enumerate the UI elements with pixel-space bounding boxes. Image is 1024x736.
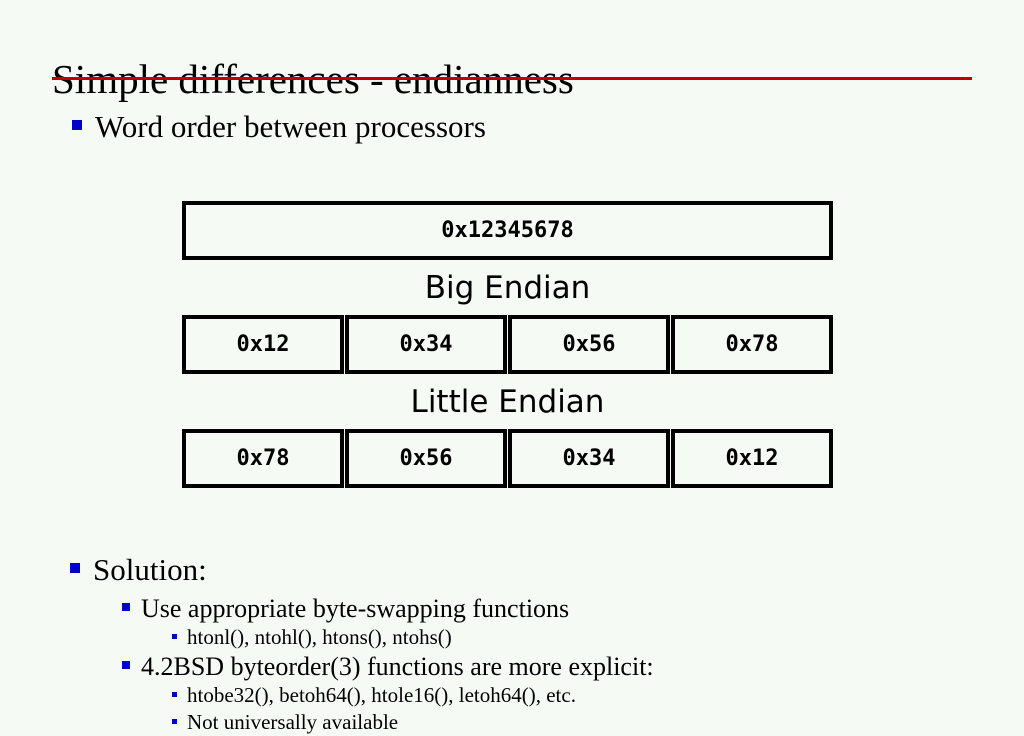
bullet-solution-a-label: Use appropriate byte-swapping functions: [141, 594, 570, 623]
title-underline-rule: [52, 77, 972, 80]
byte-cell-value: 0x12: [236, 332, 290, 357]
square-bullet-icon: [172, 634, 177, 639]
square-bullet-icon: [122, 603, 130, 611]
byte-cell-value: 0x12: [725, 446, 779, 471]
bullet-solution-b-2: Not universally available: [172, 709, 398, 736]
bullet-word-order-label: Word order between processors: [95, 109, 486, 144]
byte-cell-value: 0x34: [562, 446, 616, 471]
word-value-box: 0x12345678: [182, 201, 833, 260]
square-bullet-icon: [122, 661, 130, 669]
big-endian-byte-row: 0x12 0x34 0x56 0x78: [182, 315, 833, 374]
little-endian-label: Little Endian: [410, 384, 605, 420]
bullet-solution-a-1: htonl(), ntohl(), htons(), ntohs(): [172, 624, 452, 651]
bullet-solution-a: Use appropriate byte-swapping functions: [122, 593, 569, 625]
byte-cell-value: 0x78: [236, 446, 290, 471]
square-bullet-icon: [70, 563, 80, 573]
bullet-solution-a-1-label: htonl(), ntohl(), htons(), ntohs(): [187, 625, 452, 649]
byte-cell-value: 0x56: [562, 332, 616, 357]
bullet-word-order: Word order between processors: [72, 108, 486, 146]
bullet-solution-b-label: 4.2BSD byteorder(3) functions are more e…: [141, 652, 654, 681]
bullet-solution: Solution:: [70, 551, 207, 589]
bullet-solution-b-1: htobe32(), betoh64(), htole16(), letoh64…: [172, 682, 576, 709]
byte-cell: 0x56: [508, 315, 670, 374]
byte-cell-value: 0x56: [399, 446, 453, 471]
big-endian-label: Big Endian: [424, 270, 591, 306]
square-bullet-icon: [172, 692, 177, 697]
bullet-solution-label: Solution:: [93, 552, 207, 587]
byte-cell: 0x56: [345, 429, 507, 488]
bullet-solution-b: 4.2BSD byteorder(3) functions are more e…: [122, 651, 654, 683]
byte-cell: 0x12: [182, 315, 344, 374]
square-bullet-icon: [72, 120, 82, 130]
bullet-solution-b-1-label: htobe32(), betoh64(), htole16(), letoh64…: [187, 683, 576, 707]
bullet-solution-b-2-label: Not universally available: [187, 710, 399, 734]
byte-cell-value: 0x78: [725, 332, 779, 357]
byte-cell-value: 0x34: [399, 332, 453, 357]
byte-cell: 0x34: [508, 429, 670, 488]
byte-cell: 0x78: [182, 429, 344, 488]
word-value-text: 0x12345678: [441, 218, 574, 243]
byte-cell: 0x12: [671, 429, 833, 488]
little-endian-byte-row: 0x78 0x56 0x34 0x12: [182, 429, 833, 488]
byte-cell: 0x78: [671, 315, 833, 374]
byte-cell: 0x34: [345, 315, 507, 374]
square-bullet-icon: [172, 719, 177, 724]
endianness-diagram: 0x12345678 Big Endian 0x12 0x34 0x56 0x7…: [182, 201, 833, 488]
